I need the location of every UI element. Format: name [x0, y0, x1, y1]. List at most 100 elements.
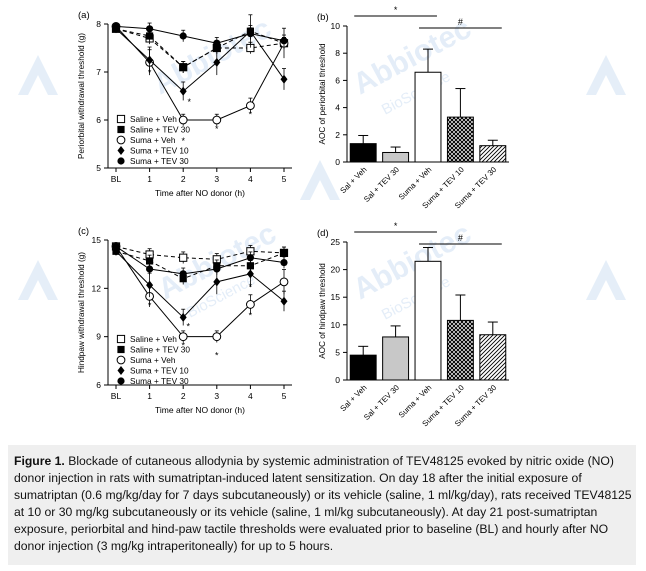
- bar: [414, 260, 442, 381]
- data-point: [146, 32, 154, 40]
- data-point: [179, 63, 187, 71]
- legend-label: Saline + TEV 30: [130, 345, 190, 355]
- y-axis-label: Hindpaw withdrawal threshold (g): [77, 252, 86, 373]
- data-point: [280, 74, 288, 84]
- y-tick-label: 10: [331, 21, 341, 31]
- y-tick-label: 20: [331, 265, 341, 275]
- data-point: [146, 55, 154, 65]
- significance-mark: *: [249, 282, 253, 292]
- x-tick-label: 2: [181, 391, 186, 401]
- panel-label: (b): [317, 12, 329, 23]
- y-tick-label: 0: [335, 375, 340, 385]
- data-point: [246, 300, 255, 309]
- y-tick-label: 6: [96, 380, 101, 390]
- data-point: [179, 253, 188, 262]
- data-point: [246, 101, 255, 110]
- bar: [446, 319, 474, 381]
- figure: Abbiotec BioScience Abbiotec BioScience …: [18, 5, 626, 428]
- y-tick-label: 7: [96, 67, 101, 77]
- x-axis-label: Time after NO donor (h): [155, 405, 245, 415]
- legend-marker: [117, 146, 125, 155]
- significance-mark: *: [181, 136, 185, 146]
- y-tick-label: 8: [96, 19, 101, 29]
- legend-marker: [116, 114, 126, 124]
- x-tick-label: 2: [181, 174, 186, 184]
- bar: [349, 143, 377, 163]
- legend-marker: [117, 345, 125, 354]
- y-tick-label: 10: [331, 320, 341, 330]
- y-axis-label: AOC of periorbital threshold: [318, 43, 327, 144]
- data-point: [212, 115, 222, 125]
- data-point: [178, 115, 188, 125]
- series-line: [115, 25, 285, 44]
- series-line: [115, 246, 285, 338]
- data-point: [146, 280, 154, 290]
- x-axis-label: Time after NO donor (h): [155, 188, 245, 198]
- significance-mark: *: [181, 341, 185, 351]
- caption-text: Blockade of cutaneous allodynia by syste…: [14, 454, 632, 553]
- data-point: [146, 257, 154, 265]
- significance-mark: *: [187, 97, 191, 107]
- data-point: [212, 332, 222, 342]
- data-point: [112, 242, 120, 251]
- legend-marker: [117, 157, 125, 165]
- y-tick-label: 15: [331, 292, 341, 302]
- bar: [414, 71, 442, 163]
- data-point: [280, 296, 288, 306]
- significance-mark: *: [394, 221, 398, 231]
- watermark-logo: [18, 55, 626, 300]
- panel-label: (d): [317, 228, 329, 239]
- legend-marker: [116, 135, 126, 145]
- y-tick-label: 4: [335, 103, 340, 113]
- series-line: [115, 28, 285, 92]
- y-tick-label: 9: [96, 332, 101, 342]
- data-point: [179, 312, 187, 322]
- data-point: [213, 277, 221, 287]
- legend-marker: [116, 355, 126, 365]
- y-tick-label: 2: [335, 130, 340, 140]
- y-tick-label: 12: [92, 283, 102, 293]
- bar: [382, 151, 410, 163]
- data-point: [246, 254, 254, 262]
- y-tick-label: 8: [335, 48, 340, 58]
- series-line: [115, 250, 285, 319]
- caption-background: [8, 445, 636, 565]
- legend-label: Suma + Veh: [130, 355, 176, 365]
- x-tick-label: BL: [111, 391, 122, 401]
- watermark-brand: Abbiotec: [148, 12, 277, 101]
- significance-mark: #: [458, 17, 463, 27]
- x-tick-label: 4: [248, 174, 253, 184]
- legend-marker: [117, 377, 125, 385]
- x-tick-label: Sal + TEV 30: [362, 165, 401, 204]
- data-point: [280, 249, 288, 257]
- legend-label: Suma + TEV 30: [130, 156, 189, 166]
- x-tick-label: 1: [147, 391, 152, 401]
- significance-mark: *: [215, 124, 219, 134]
- data-point: [112, 22, 120, 30]
- y-axis-label: AOC of hindpaw threshold: [318, 263, 327, 359]
- x-tick-label: 3: [214, 174, 219, 184]
- chart-panel-d: 0 5 10 15 20 25 AOC of hindpaw threshold (d) Sal…: [317, 221, 509, 428]
- data-point: [213, 57, 221, 67]
- data-point: [280, 258, 288, 267]
- bar: [479, 145, 507, 163]
- bar: [479, 334, 507, 381]
- series-line: [115, 26, 285, 121]
- y-axis-label: Periorbital withdrawal threshold (g): [77, 33, 86, 159]
- significance-mark: *: [186, 321, 190, 331]
- legend-label: Suma + TEV 30: [130, 376, 189, 386]
- legend-marker: [117, 125, 125, 134]
- panel-label: (a): [78, 10, 90, 21]
- x-tick-label: 5: [282, 391, 287, 401]
- series-line: [115, 245, 285, 260]
- legend-label: Suma + TEV 10: [130, 366, 189, 376]
- y-tick-label: 5: [335, 347, 340, 357]
- legend-label: Saline + Veh: [130, 114, 177, 124]
- y-tick-label: 25: [331, 237, 341, 247]
- series-line: [115, 246, 285, 275]
- chart-panel-b: 0 2 4 6 8 10 AOC of periorbital threshold (b) Sa…: [317, 5, 509, 210]
- data-point: [178, 332, 188, 342]
- x-tick-label: BL: [111, 174, 122, 184]
- data-point: [279, 277, 289, 287]
